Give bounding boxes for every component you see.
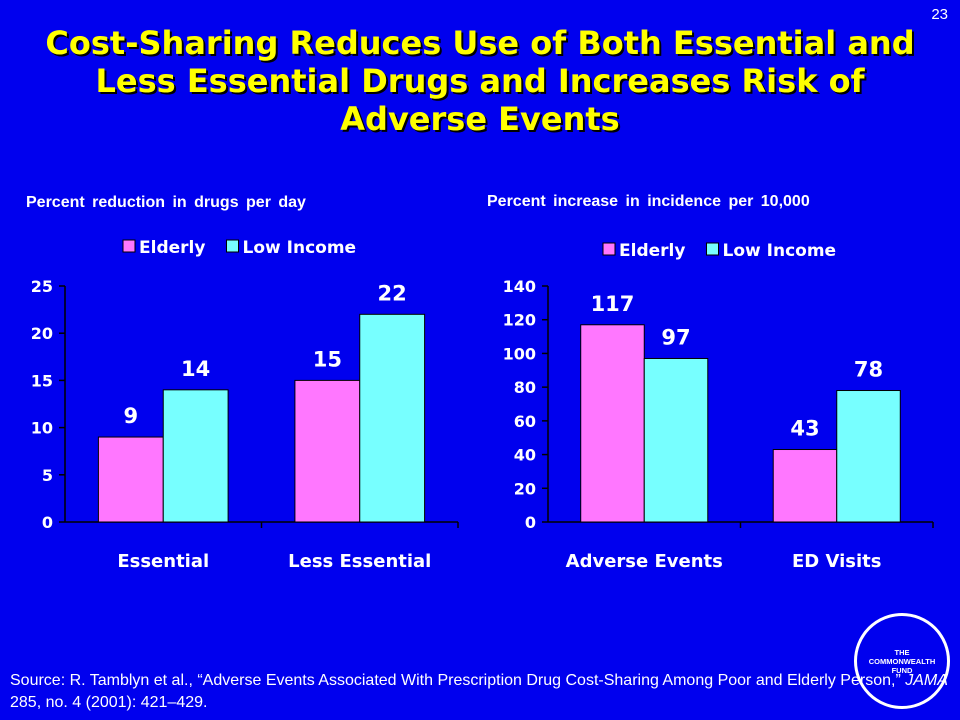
y-tick-label: 100 <box>503 344 536 363</box>
y-tick-label: 140 <box>503 277 536 296</box>
bar-elderly <box>772 449 838 523</box>
left-chart: 0 5 10 15 20 25 9 14 Essential 15 22 Less Essential… <box>31 238 459 572</box>
legend-swatch <box>706 242 719 256</box>
logo-text: THE COMMONWEALTH FUND <box>868 647 936 675</box>
bar-low-income <box>836 390 901 523</box>
data-label: 9 <box>124 404 139 428</box>
category-label: Essential <box>117 551 209 572</box>
data-label: 78 <box>854 358 883 382</box>
y-tick-label: 120 <box>503 311 536 330</box>
bar-elderly <box>294 379 361 523</box>
y-tick-label: 5 <box>42 466 53 485</box>
category-label: ED Visits <box>792 551 882 572</box>
legend-label: Elderly <box>139 238 205 258</box>
data-label: 14 <box>181 357 210 381</box>
right-chart: 0 20 40 60 80 100 120 140 117 97 Adverse Events 43 7… <box>503 241 934 572</box>
bar-elderly <box>580 324 645 523</box>
y-tick-label: 80 <box>514 378 536 397</box>
data-label: 22 <box>378 281 407 305</box>
category-label: Less Essential <box>288 551 431 572</box>
right-chart-title: Percent increase in incidence per 10,000 <box>487 193 810 210</box>
page-number: 23 <box>931 6 948 23</box>
data-label: 15 <box>313 347 342 371</box>
source-suffix: 285, no. 4 (2001): 421–429. <box>10 694 208 711</box>
data-label: 117 <box>591 292 635 316</box>
bar-low-income <box>643 357 709 523</box>
y-tick-label: 60 <box>514 412 536 431</box>
legend-label: Low Income <box>723 241 837 261</box>
y-tick-label: 10 <box>31 419 53 438</box>
commonwealth-fund-logo: THE COMMONWEALTH FUND <box>854 613 950 709</box>
bar-low-income <box>359 313 426 523</box>
legend-swatch <box>122 239 136 253</box>
bar-elderly <box>97 436 164 523</box>
data-label: 43 <box>790 417 819 441</box>
bar-low-income <box>162 389 229 523</box>
y-tick-label: 15 <box>31 371 53 390</box>
y-tick-label: 20 <box>514 479 536 498</box>
y-tick-label: 0 <box>42 513 53 532</box>
legend-swatch <box>226 239 239 253</box>
legend-label: Elderly <box>619 241 685 261</box>
category-label: Adverse Events <box>566 551 723 572</box>
data-label: 97 <box>661 325 690 349</box>
y-tick-label: 0 <box>525 513 536 532</box>
y-tick-label: 40 <box>514 446 536 465</box>
left-chart-title: Percent reduction in drugs per day <box>26 194 306 211</box>
y-tick-label: 25 <box>31 277 53 296</box>
source-prefix: Source: R. Tamblyn et al., “Adverse Even… <box>10 672 906 689</box>
slide-title: Cost-Sharing Reduces Use of Both Essenti… <box>45 24 915 138</box>
legend-swatch <box>602 242 616 256</box>
legend-label: Low Income <box>243 238 357 258</box>
y-tick-label: 20 <box>31 324 53 343</box>
source-citation: Source: R. Tamblyn et al., “Adverse Even… <box>10 670 960 714</box>
